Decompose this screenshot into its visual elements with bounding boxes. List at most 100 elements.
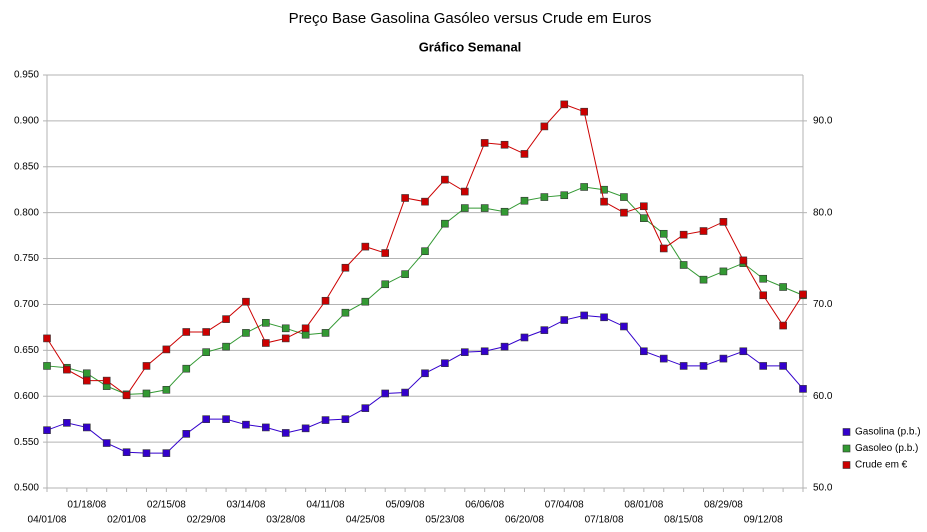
legend-swatch: [842, 444, 851, 453]
point-marker: [242, 297, 250, 306]
x-tick-label: 08/15/08: [664, 515, 703, 526]
point-marker: [281, 334, 290, 343]
point-marker: [321, 296, 330, 305]
x-tick-label: 07/04/08: [545, 500, 584, 511]
point-marker: [82, 369, 91, 378]
point-marker: [401, 270, 409, 278]
point-marker: [600, 313, 608, 322]
x-tick-label: 02/01/08: [107, 515, 146, 526]
y-tick-label: 0.850: [14, 161, 39, 172]
point-marker: [679, 261, 688, 269]
point-marker: [460, 348, 469, 356]
point-marker: [480, 347, 489, 356]
point-marker: [580, 311, 588, 320]
point-marker: [520, 150, 529, 158]
point-marker: [540, 122, 549, 131]
y-tick-label: 0.950: [14, 70, 39, 81]
point-marker: [242, 420, 250, 429]
point-marker: [222, 315, 230, 323]
point-marker: [281, 429, 290, 437]
point-marker: [739, 256, 748, 265]
point-marker: [142, 449, 151, 457]
point-marker: [560, 191, 569, 200]
point-marker: [779, 283, 787, 291]
point-marker: [799, 385, 807, 393]
point-marker: [82, 423, 91, 432]
x-tick-label: 06/06/08: [465, 500, 504, 511]
y2-tick-label: 80.0: [813, 207, 833, 218]
y-tick-label: 0.600: [14, 391, 39, 402]
point-marker: [361, 404, 370, 412]
x-tick-label: 03/14/08: [226, 500, 265, 511]
point-marker: [82, 376, 91, 385]
point-marker: [321, 329, 330, 337]
point-marker: [162, 345, 171, 354]
point-marker: [659, 244, 668, 253]
point-marker: [739, 347, 748, 356]
point-marker: [281, 324, 290, 333]
point-marker: [182, 430, 191, 438]
point-marker: [679, 362, 688, 370]
y2-tick-label: 60.0: [813, 391, 833, 402]
x-tick-label: 02/15/08: [147, 500, 186, 511]
point-marker: [122, 448, 131, 457]
y2-tick-label: 90.0: [813, 116, 833, 127]
point-marker: [719, 218, 728, 226]
point-marker: [182, 328, 191, 336]
point-marker: [699, 275, 708, 284]
x-tick-label: 05/09/08: [386, 500, 425, 511]
point-marker: [361, 242, 370, 251]
y-tick-label: 0.900: [14, 116, 39, 127]
x-tick-label: 09/12/08: [744, 515, 783, 526]
point-marker: [43, 362, 51, 370]
x-tick-label: 05/23/08: [425, 515, 464, 526]
point-marker: [421, 247, 429, 256]
legend-label: Gasoleo (p.b.): [855, 443, 918, 454]
point-marker: [202, 415, 210, 423]
point-marker: [580, 183, 588, 191]
point-marker: [460, 204, 469, 212]
point-marker: [262, 339, 270, 347]
point-marker: [142, 389, 151, 398]
point-marker: [401, 194, 409, 202]
x-tick-label: 04/11/08: [306, 500, 345, 511]
point-marker: [421, 369, 429, 378]
point-marker: [659, 229, 668, 238]
chart-subtitle: Gráfico Semanal: [419, 39, 522, 54]
point-marker: [719, 267, 728, 276]
point-marker: [500, 342, 509, 351]
x-tick-label: 08/29/08: [704, 500, 743, 511]
point-marker: [620, 193, 628, 201]
y-tick-label: 0.700: [14, 299, 39, 310]
point-marker: [122, 391, 131, 400]
chart-title: Preço Base Gasolina Gasóleo versus Crude…: [289, 10, 652, 27]
point-marker: [540, 326, 549, 334]
point-marker: [142, 362, 151, 370]
point-marker: [540, 193, 549, 201]
point-marker: [63, 365, 71, 374]
point-marker: [560, 100, 569, 109]
point-marker: [222, 415, 230, 423]
legend-swatch: [842, 461, 851, 469]
point-marker: [719, 354, 728, 363]
x-tick-label: 02/29/08: [187, 515, 226, 526]
point-marker: [202, 348, 210, 356]
point-marker: [779, 321, 787, 330]
point-marker: [301, 330, 310, 339]
point-marker: [480, 204, 489, 212]
point-marker: [520, 333, 529, 342]
point-marker: [102, 439, 111, 447]
point-marker: [460, 187, 469, 196]
point-marker: [699, 362, 708, 370]
point-marker: [640, 347, 648, 356]
point-marker: [361, 297, 370, 306]
point-marker: [640, 214, 648, 222]
legend-swatch: [842, 428, 851, 436]
point-marker: [341, 415, 350, 423]
point-marker: [441, 219, 449, 228]
point-marker: [600, 197, 608, 206]
point-marker: [262, 318, 270, 327]
point-marker: [381, 280, 390, 289]
series-line: [46, 186, 804, 395]
